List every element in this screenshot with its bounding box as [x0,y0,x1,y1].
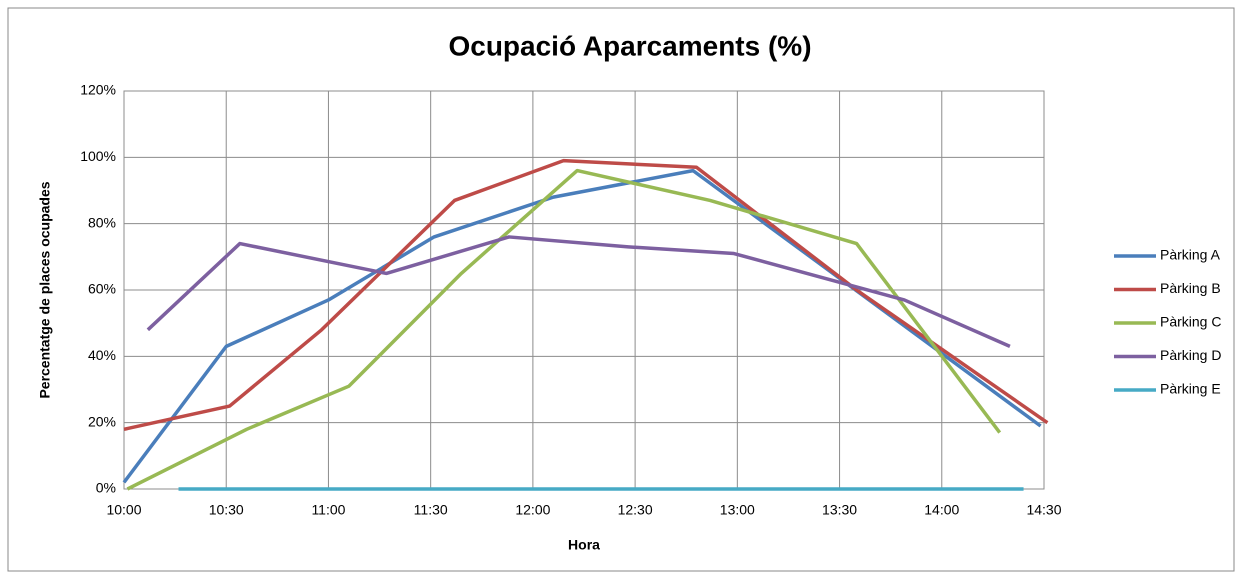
y-tick-label: 20% [88,413,116,429]
y-tick-label: 60% [88,281,116,297]
series-line [146,235,1011,348]
x-tick-label: 10:00 [106,502,141,518]
legend-label: Pàrking D [1160,347,1221,363]
x-tick-label: 14:30 [1026,502,1061,518]
series-line [123,158,1049,432]
y-tick-label: 0% [96,480,116,496]
legend-label: Pàrking A [1160,247,1221,263]
x-tick-label: 12:00 [515,502,550,518]
y-tick-label: 80% [88,214,116,230]
x-tick-label: 13:30 [822,502,857,518]
x-tick-label: 10:30 [209,502,244,518]
legend-label: Pàrking E [1160,381,1221,397]
y-tick-label: 120% [80,82,116,98]
x-tick-label: 11:00 [311,502,345,518]
chart-title: Ocupació Aparcaments (%) [448,30,811,61]
x-tick-label: 11:30 [414,502,448,518]
legend-label: Pàrking C [1160,314,1221,330]
y-axis-label: Percentatge de places ocupades [37,181,53,398]
y-tick-label: 40% [88,347,116,363]
x-tick-label: 12:30 [618,502,653,518]
series-line [122,168,1042,484]
x-axis-label: Hora [568,537,600,553]
legend-label: Pàrking B [1160,280,1221,296]
x-tick-label: 14:00 [924,502,959,518]
y-tick-label: 100% [80,148,116,164]
x-tick-label: 13:00 [720,502,755,518]
series-line [126,168,1002,491]
